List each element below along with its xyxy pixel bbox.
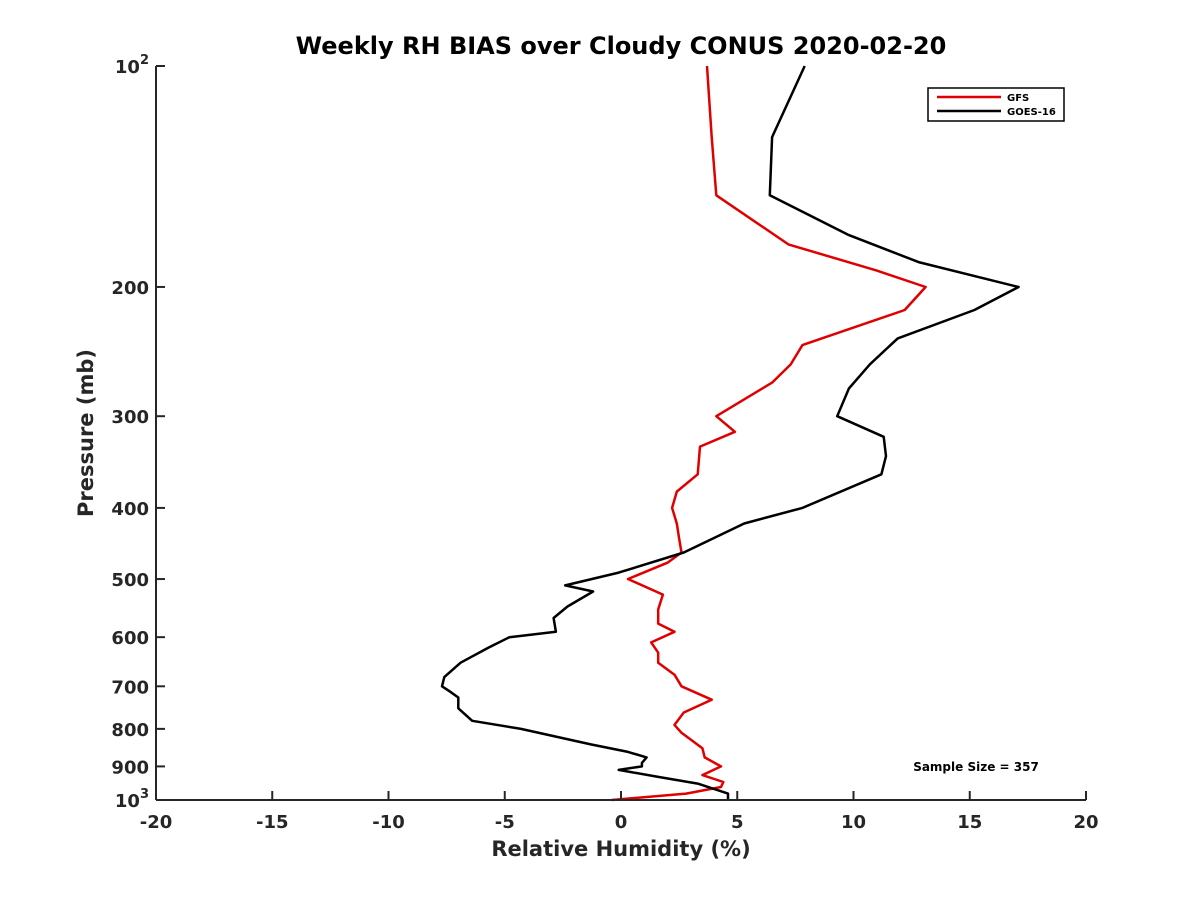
x-tick-label: 15 (957, 812, 982, 833)
series-layer (440, 65, 1020, 802)
y-tick-label: 300 (111, 407, 149, 428)
x-tick-label: 20 (1073, 812, 1098, 833)
x-ticks: -20 -15 -10 -5 0 5 10 15 20 (140, 791, 1099, 833)
y-tick-label: 102 (115, 53, 149, 78)
legend: GFS GOES-16 (927, 87, 1065, 122)
y-tick-label: 400 (111, 499, 149, 520)
x-tick-label: -10 (372, 812, 405, 833)
legend-label-goes16: GOES-16 (1007, 107, 1056, 118)
y-tick-label: 600 (111, 628, 149, 649)
y-ticks: 102 200 300 400 500 600 700 800 900 103 (111, 53, 165, 812)
series-line-goes-16 (440, 65, 1020, 800)
y-tick-label: 700 (111, 677, 149, 698)
x-tick-label: 0 (615, 812, 628, 833)
y-tick-label: 800 (111, 720, 149, 741)
x-tick-label: 10 (841, 812, 866, 833)
chart-title: Weekly RH BIAS over Cloudy CONUS 2020-02… (296, 32, 947, 60)
x-tick-label: -15 (256, 812, 289, 833)
y-tick-label: 900 (111, 757, 149, 778)
x-tick-label: -20 (140, 812, 173, 833)
series-line-gfs (611, 65, 927, 802)
y-tick-label: 200 (111, 278, 149, 299)
x-axis-label: Relative Humidity (%) (491, 837, 750, 861)
y-tick-label: 103 (115, 787, 149, 812)
x-tick-label: -5 (495, 812, 515, 833)
y-axis-label: Pressure (mb) (74, 349, 98, 517)
sample-size-annotation: Sample Size = 357 (913, 760, 1039, 774)
legend-label-gfs: GFS (1007, 93, 1029, 104)
legend-box (927, 87, 1065, 122)
y-tick-label: 500 (111, 570, 149, 591)
x-tick-label: 5 (731, 812, 744, 833)
